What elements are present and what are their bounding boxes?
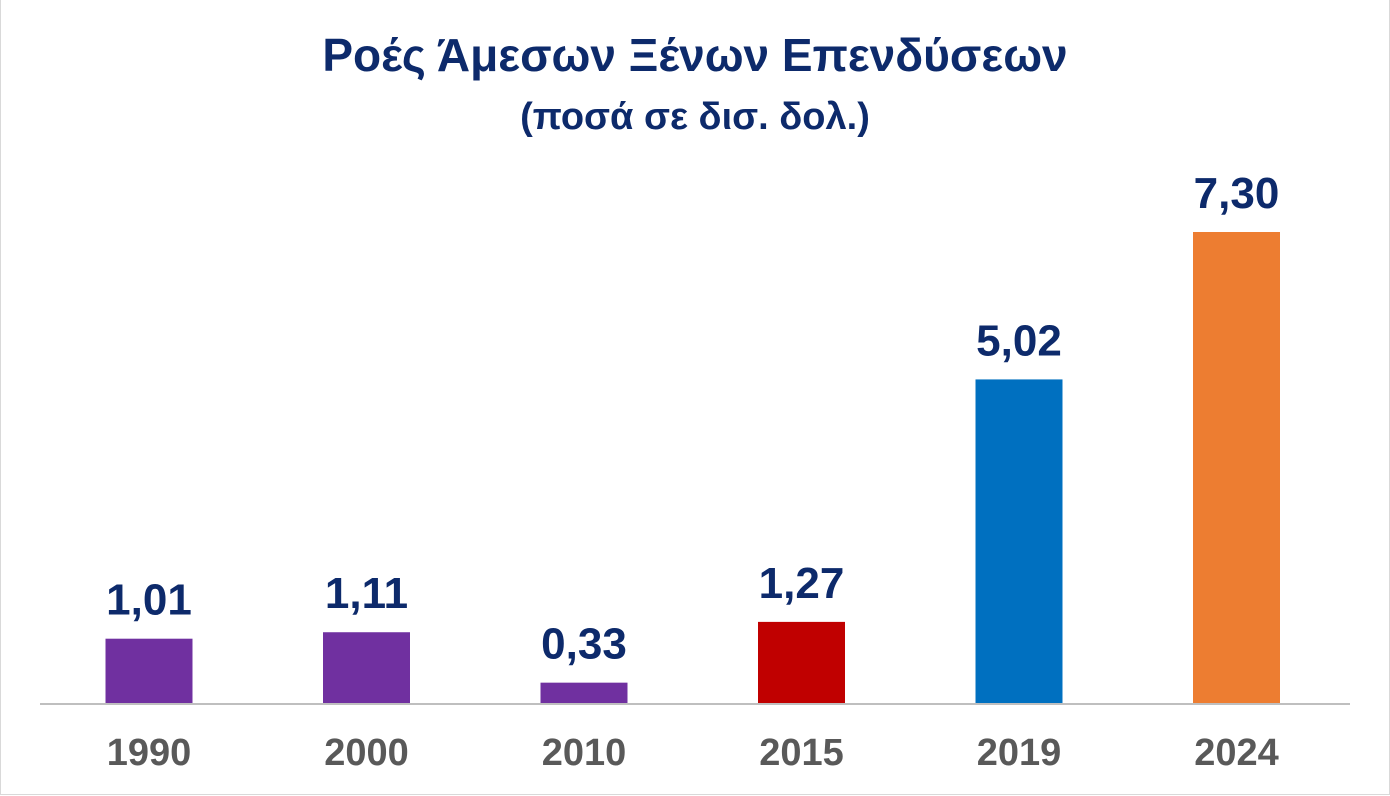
- x-tick-label-2010: 2010: [542, 732, 627, 774]
- chart-title: Ροές Άμεσων Ξένων Επενδύσεων: [322, 29, 1068, 81]
- x-tick-label-1990: 1990: [107, 732, 192, 774]
- data-label-2015: 1,27: [759, 559, 845, 608]
- data-label-1990: 1,01: [106, 576, 192, 625]
- bar-2000: [323, 632, 410, 704]
- data-label-2019: 5,02: [976, 316, 1062, 365]
- bar-2010: [540, 682, 628, 704]
- x-tick-label-2019: 2019: [977, 732, 1062, 774]
- data-label-2024: 7,30: [1194, 169, 1280, 218]
- bar-2024: [1193, 232, 1280, 704]
- bar-2019: [975, 379, 1063, 704]
- x-tick-label-2015: 2015: [759, 732, 844, 774]
- data-label-2010: 0,33: [541, 620, 627, 669]
- bar-1990: [105, 638, 193, 704]
- chart-subtitle: (ποσά σε δισ. δολ.): [520, 96, 870, 138]
- data-label-2000: 1,11: [325, 569, 408, 618]
- bar-2015: [758, 621, 845, 704]
- x-tick-label-2000: 2000: [324, 732, 409, 774]
- x-tick-label-2024: 2024: [1194, 732, 1279, 774]
